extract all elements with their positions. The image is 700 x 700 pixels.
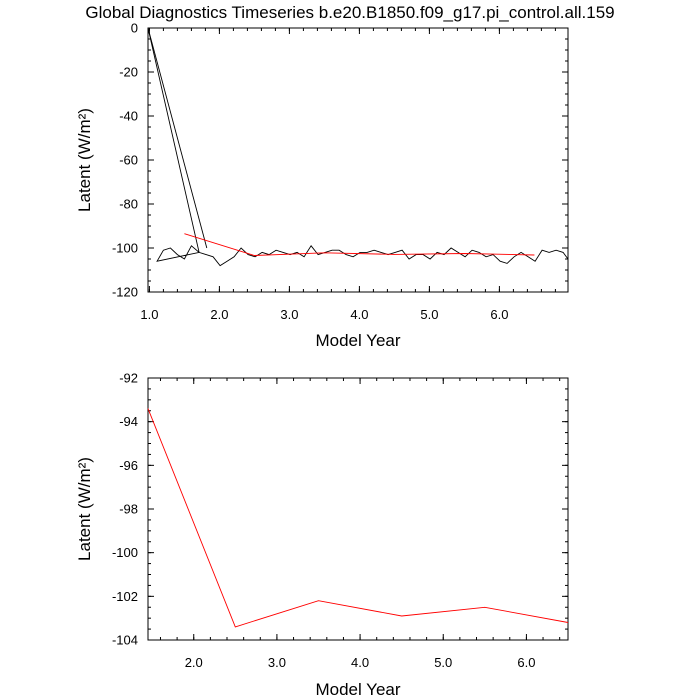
y-tick-label: -94 — [119, 414, 138, 429]
x-tick-label: 4.0 — [351, 655, 369, 670]
y-tick-label: -80 — [119, 197, 138, 212]
bottom-x-axis-title: Model Year — [315, 680, 400, 699]
annual-mean-line-2 — [184, 233, 535, 256]
y-tick-label: -92 — [119, 371, 138, 386]
top-x-axis-title: Model Year — [315, 331, 400, 350]
bottom-y-axis-title: Latent (W/m²) — [75, 457, 94, 561]
monthly-line-0 — [147, 27, 569, 267]
x-tick-label: 3.0 — [268, 655, 286, 670]
x-tick-label: 5.0 — [434, 655, 452, 670]
figure-title: Global Diagnostics Timeseries b.e20.B185… — [85, 3, 614, 22]
x-tick-label: 6.0 — [517, 655, 535, 670]
y-tick-label: 0 — [131, 21, 138, 36]
top-panel: 0 -20 -40 -60 -80 -100 -120 1.0 2.0 3.0 … — [75, 21, 569, 350]
x-tick-label: 1.0 — [140, 307, 158, 322]
x-tick-label: 4.0 — [350, 307, 368, 322]
y-tick-label: -104 — [112, 633, 138, 648]
annual-mean-line-0 — [147, 408, 569, 628]
y-tick-label: -100 — [112, 241, 138, 256]
top-series-lines — [147, 27, 569, 267]
x-tick-label: 6.0 — [490, 307, 508, 322]
y-tick-label: -60 — [119, 153, 138, 168]
y-tick-label: -120 — [112, 285, 138, 300]
bottom-x-tick-labels: 2.0 3.0 4.0 5.0 6.0 — [185, 655, 536, 670]
x-tick-label: 2.0 — [210, 307, 228, 322]
x-tick-label: 2.0 — [185, 655, 203, 670]
top-y-tick-labels: 0 -20 -40 -60 -80 -100 -120 — [112, 21, 138, 300]
y-tick-label: -20 — [119, 65, 138, 80]
bottom-series-lines — [147, 408, 569, 628]
top-major-ticks — [148, 27, 568, 293]
bottom-minor-ticks — [148, 377, 568, 641]
monthly-line-1 — [147, 27, 208, 249]
top-x-tick-labels: 1.0 2.0 3.0 4.0 5.0 6.0 — [140, 307, 508, 322]
y-tick-label: -100 — [112, 545, 138, 560]
y-tick-label: -40 — [119, 109, 138, 124]
bottom-plot-frame — [147, 377, 569, 641]
top-plot-frame — [147, 27, 569, 293]
bottom-y-tick-labels: -92 -94 -96 -98 -100 -102 -104 — [112, 371, 138, 648]
top-minor-ticks — [148, 27, 568, 293]
bottom-major-ticks — [148, 377, 568, 641]
bottom-panel: -92 -94 -96 -98 -100 -102 -104 2.0 3.0 4… — [75, 371, 569, 699]
top-y-axis-title: Latent (W/m²) — [75, 108, 94, 212]
y-tick-label: -98 — [119, 502, 138, 517]
y-tick-label: -96 — [119, 458, 138, 473]
x-tick-label: 5.0 — [420, 307, 438, 322]
y-tick-label: -102 — [112, 589, 138, 604]
x-tick-label: 3.0 — [280, 307, 298, 322]
